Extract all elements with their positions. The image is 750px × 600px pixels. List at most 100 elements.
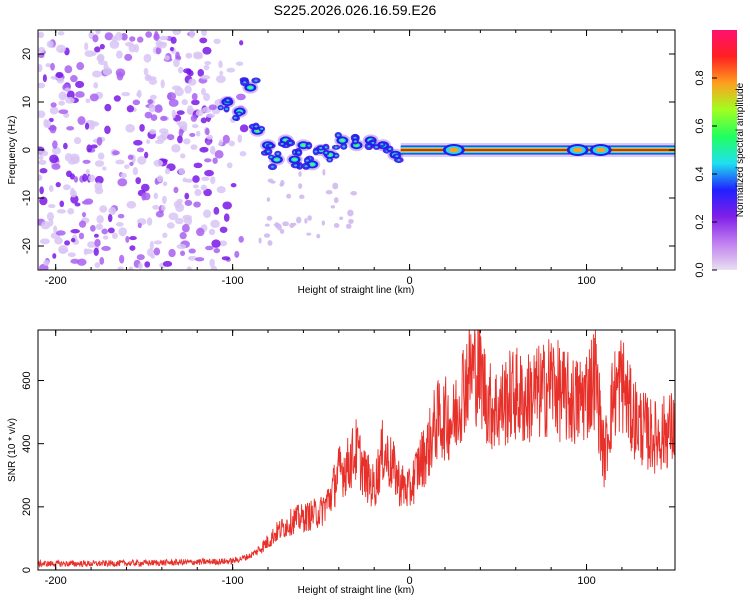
- snr-series-line: [38, 330, 675, 569]
- noise-scatter: [38, 30, 358, 270]
- meteor-fragment-core: [305, 159, 309, 162]
- noise-blob: [141, 193, 147, 201]
- noise-blob: [138, 262, 143, 270]
- noise-blob: [92, 34, 99, 43]
- noise-blob: [237, 134, 243, 143]
- noise-blob: [148, 103, 156, 113]
- meteor-fragment-core: [375, 146, 379, 149]
- meteor-fragment-core: [397, 158, 401, 161]
- noise-blob: [213, 247, 221, 254]
- noise-blob: [104, 32, 114, 41]
- trail-blob: [348, 218, 354, 224]
- noise-blob: [137, 156, 147, 165]
- meteor-blob-core: [328, 153, 332, 156]
- noise-blob: [183, 216, 193, 226]
- noise-blob: [213, 38, 221, 44]
- meteor-fragment-core: [260, 127, 264, 130]
- trail-blob: [279, 182, 284, 187]
- noise-blob: [117, 213, 125, 219]
- noise-blob: [155, 47, 161, 55]
- noise-blob: [38, 174, 43, 181]
- noise-blob: [173, 200, 181, 208]
- noise-blob: [156, 175, 164, 183]
- meteor-fragment-core: [270, 165, 274, 168]
- meteor-fragment-core: [254, 79, 258, 82]
- snr-x-label: Height of straight line (km): [298, 585, 415, 596]
- noise-blob: [49, 106, 59, 115]
- trail-blob: [306, 232, 312, 236]
- noise-blob: [177, 135, 183, 144]
- meteor-blob-core: [292, 158, 297, 161]
- noise-blob: [173, 186, 179, 194]
- noise-blob: [173, 58, 180, 68]
- meteor-fragment-core: [371, 141, 375, 144]
- noise-blob: [39, 168, 48, 174]
- noise-blob: [146, 248, 154, 257]
- noise-blob: [239, 124, 249, 133]
- noise-blob: [38, 155, 44, 161]
- noise-blob: [126, 201, 137, 209]
- y-tick-label: -20: [21, 238, 33, 254]
- noise-blob: [155, 210, 164, 218]
- noise-blob: [149, 240, 154, 250]
- noise-blob: [108, 206, 117, 215]
- noise-blob: [200, 117, 207, 124]
- noise-blob: [162, 181, 168, 187]
- noise-blob: [116, 71, 124, 81]
- noise-blob: [109, 40, 120, 49]
- noise-blob: [90, 224, 96, 232]
- trail-blob: [333, 197, 339, 204]
- band-bulge-core: [572, 147, 583, 153]
- noise-blob: [111, 232, 118, 239]
- meteor-fragment-core: [334, 154, 338, 157]
- meteor-blob-core: [301, 144, 306, 147]
- noise-blob: [190, 114, 198, 122]
- spectrogram-plot-area: [38, 30, 675, 270]
- noise-blob: [59, 200, 65, 208]
- noise-blob: [195, 130, 201, 137]
- noise-blob: [200, 75, 211, 80]
- noise-blob: [95, 30, 101, 35]
- noise-blob: [112, 150, 120, 156]
- snr-x-ticks: -200 -100 0 100: [45, 330, 658, 587]
- noise-blob: [38, 31, 45, 39]
- noise-blob: [53, 225, 58, 233]
- noise-blob: [176, 110, 185, 115]
- noise-blob: [215, 75, 226, 83]
- noise-blob: [154, 104, 163, 113]
- noise-blob: [149, 94, 157, 100]
- noise-blob: [124, 53, 133, 61]
- noise-blob: [76, 62, 85, 71]
- noise-blob: [55, 181, 61, 188]
- noise-blob: [42, 74, 47, 83]
- trail-blob: [263, 233, 271, 238]
- trail-blob: [258, 237, 262, 244]
- noise-blob: [68, 160, 77, 165]
- noise-blob: [203, 188, 212, 197]
- trail-blob: [289, 223, 295, 229]
- noise-blob: [133, 139, 143, 146]
- trail-blob: [346, 223, 352, 229]
- noise-blob: [99, 205, 108, 213]
- noise-blob: [38, 64, 43, 73]
- noise-blob: [206, 113, 215, 118]
- snr-y-label: SNR (10 * v/v): [7, 418, 18, 482]
- noise-blob: [50, 102, 57, 108]
- noise-blob: [153, 192, 159, 200]
- noise-blob: [51, 163, 61, 170]
- noise-blob: [87, 241, 97, 248]
- spectrogram-y-label: Frequency (Hz): [7, 116, 18, 185]
- noise-blob: [93, 233, 99, 238]
- meteor-fragment-core: [269, 156, 273, 159]
- noise-blob: [107, 227, 115, 234]
- noise-blob: [64, 240, 71, 246]
- x-tick-label: 0: [407, 575, 413, 587]
- noise-blob: [78, 220, 87, 228]
- meteor-blob-core: [354, 144, 359, 147]
- noise-blob: [56, 44, 66, 54]
- noise-blob: [188, 78, 197, 86]
- colorbar-ticks: 0.0 0.2 0.4 0.6 0.8: [694, 70, 717, 278]
- noise-blob: [116, 50, 123, 59]
- meteor-blob-core: [275, 158, 279, 161]
- noise-blob: [194, 257, 205, 262]
